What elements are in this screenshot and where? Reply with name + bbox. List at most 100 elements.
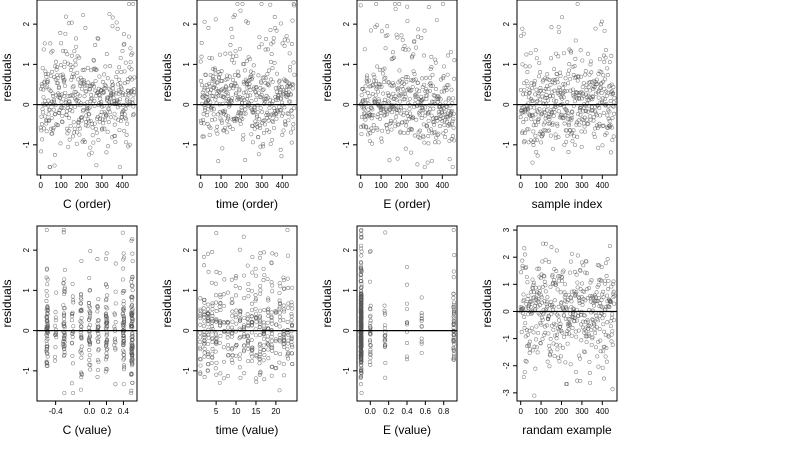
- residual-point: [579, 74, 584, 79]
- residual-point: [249, 351, 254, 356]
- residual-point: [610, 115, 615, 120]
- residual-point: [358, 260, 363, 265]
- residual-point: [419, 105, 424, 110]
- residual-point: [584, 259, 589, 264]
- residual-point: [286, 356, 291, 361]
- residual-point: [285, 352, 290, 356]
- residual-point: [59, 119, 64, 124]
- residual-point: [45, 306, 50, 311]
- residual-point: [233, 329, 238, 334]
- residual-point: [130, 283, 135, 288]
- residual-point: [130, 113, 135, 118]
- residual-point: [359, 390, 364, 395]
- residual-point: [522, 81, 527, 86]
- residual-point: [528, 51, 533, 56]
- residual-point: [120, 93, 125, 98]
- residual-point: [59, 41, 64, 46]
- residual-point: [522, 130, 527, 135]
- residual-point: [565, 108, 569, 113]
- residual-point: [213, 293, 218, 298]
- x-tick-label: 5: [214, 407, 219, 416]
- residual-point: [521, 375, 526, 380]
- residual-point: [88, 99, 93, 104]
- residual-point: [425, 124, 429, 129]
- residual-point: [253, 298, 258, 303]
- residual-point: [587, 324, 592, 329]
- residual-point: [44, 342, 49, 347]
- residual-point: [128, 46, 133, 51]
- residual-point: [284, 34, 289, 39]
- residual-point: [556, 314, 561, 319]
- residual-point: [376, 89, 380, 94]
- residual-point: [121, 314, 126, 319]
- residual-point: [271, 40, 276, 45]
- residual-point: [604, 47, 608, 52]
- residual-point: [552, 110, 557, 115]
- residual-point: [593, 331, 598, 336]
- residual-point: [46, 71, 50, 76]
- residual-point: [266, 314, 271, 319]
- residual-point: [50, 127, 55, 132]
- residual-point: [79, 333, 84, 338]
- residual-point: [61, 106, 66, 111]
- residual-point: [231, 15, 236, 20]
- residual-point: [229, 301, 234, 306]
- residual-point: [611, 289, 616, 294]
- residual-point: [548, 133, 553, 138]
- residual-point: [547, 128, 552, 133]
- residual-point: [121, 367, 126, 372]
- residual-point: [241, 133, 246, 138]
- residual-point: [587, 285, 592, 290]
- residual-point: [566, 81, 570, 86]
- residual-point: [200, 134, 205, 139]
- residual-point: [288, 93, 293, 98]
- residual-point: [105, 318, 110, 323]
- residual-point: [363, 117, 368, 122]
- residual-point: [359, 344, 364, 349]
- residual-point: [612, 111, 617, 116]
- residual-point: [578, 378, 583, 383]
- residual-point: [394, 32, 399, 37]
- residual-point: [531, 129, 536, 134]
- y-tick-label: 0: [502, 309, 511, 314]
- residual-point: [249, 77, 254, 82]
- residual-point: [112, 122, 117, 127]
- y-axis-title: residuals: [480, 53, 494, 101]
- residual-point: [574, 370, 578, 374]
- residual-point: [87, 348, 92, 352]
- residual-point: [70, 85, 75, 90]
- residual-point: [96, 331, 101, 336]
- residual-point: [44, 347, 49, 352]
- residual-point: [612, 293, 617, 298]
- residual-point: [537, 74, 542, 79]
- residual-point: [585, 296, 590, 301]
- residual-point: [290, 351, 295, 356]
- y-tick-label: 3: [502, 227, 511, 232]
- residual-point: [286, 301, 291, 306]
- residual-point: [399, 111, 404, 116]
- residual-point: [444, 88, 449, 93]
- residual-point: [281, 329, 286, 334]
- plot-frame: [196, 0, 298, 176]
- residual-point: [407, 97, 412, 102]
- residual-point: [103, 282, 108, 287]
- residual-point: [238, 352, 243, 357]
- x-tick-label: 400: [436, 181, 450, 190]
- residual-point: [269, 310, 274, 315]
- residual-point: [100, 117, 105, 122]
- residual-point: [603, 354, 608, 359]
- residual-point: [291, 106, 296, 111]
- residual-point: [535, 138, 539, 143]
- residual-point: [124, 98, 129, 103]
- residual-point: [599, 22, 604, 27]
- residual-point: [451, 339, 456, 344]
- residual-point: [382, 338, 387, 343]
- residual-point: [43, 72, 48, 77]
- residual-point: [96, 359, 101, 364]
- residual-point: [451, 321, 456, 326]
- residual-point: [542, 120, 547, 125]
- residual-point: [566, 327, 571, 332]
- residual-point: [213, 97, 218, 102]
- x-tick-label: 0.2: [383, 407, 395, 416]
- residual-point: [550, 122, 555, 127]
